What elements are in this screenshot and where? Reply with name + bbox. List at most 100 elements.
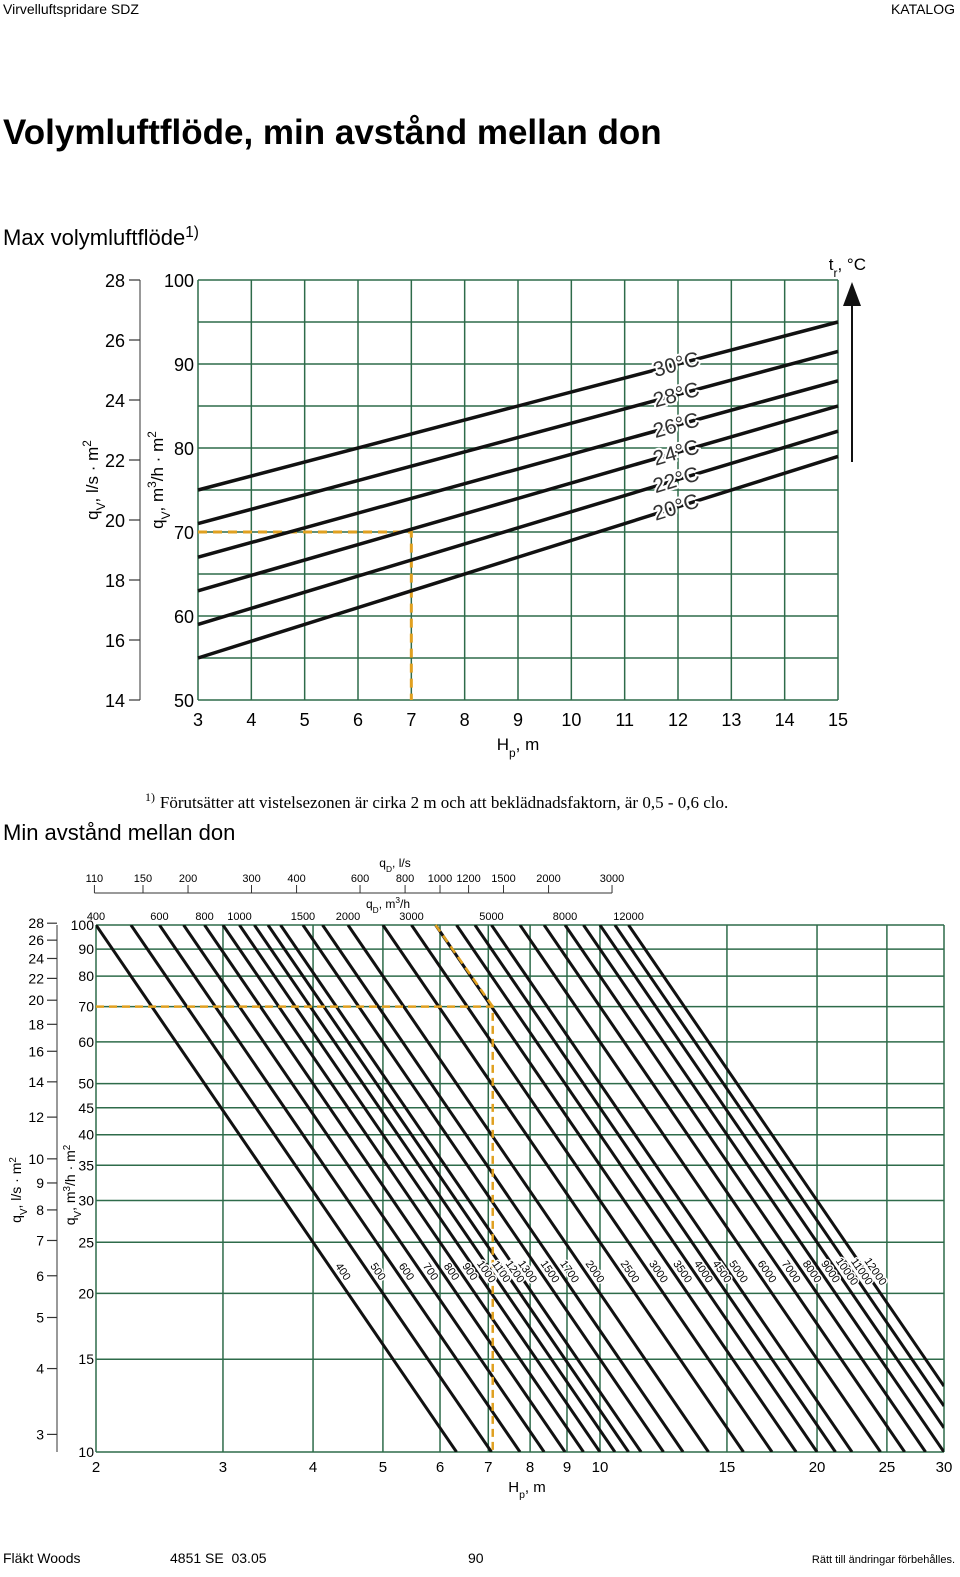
series-line <box>197 429 839 627</box>
section-heading: Min avstånd mellan don <box>3 820 235 845</box>
y-tick-label: 90 <box>174 355 194 375</box>
text-part: r <box>834 266 838 280</box>
flow-line <box>158 925 522 1452</box>
flow-line <box>182 925 546 1452</box>
y2-tick-label: 28 <box>105 271 125 291</box>
top-tick-label: 2000 <box>536 873 560 885</box>
y-tick-label: 90 <box>78 941 94 957</box>
top-axis-title: qD, l/s <box>379 856 410 874</box>
text-part: /h <box>400 897 410 911</box>
y-tick-label: 70 <box>78 999 94 1015</box>
y-tick-label: 80 <box>174 439 194 459</box>
line-label: 600 <box>396 1261 416 1283</box>
y2-tick-label: 8 <box>36 1202 44 1218</box>
text-part: V <box>73 1210 84 1217</box>
header-left: Virvelluftspridare SDZ <box>3 1 139 17</box>
text-part: 1) <box>145 790 155 804</box>
series-line <box>197 404 839 593</box>
flow-line <box>582 925 944 1452</box>
text-part: 2 <box>8 1157 19 1162</box>
y2-tick-label: 24 <box>28 950 44 966</box>
arrow-label: tr, °C <box>829 255 866 280</box>
flow-line <box>381 925 745 1452</box>
flow-line <box>253 925 617 1452</box>
y2-tick-label: 18 <box>28 1016 44 1032</box>
header-right: KATALOG <box>891 1 955 17</box>
text-part: q <box>148 519 167 528</box>
flow-line <box>266 925 630 1452</box>
text-part: 2 <box>62 1145 73 1150</box>
flow-line <box>563 925 927 1452</box>
text-part: , m <box>379 897 396 911</box>
text-part: D <box>373 905 379 915</box>
x-tick-label: 5 <box>379 1459 387 1476</box>
text-part: , m <box>62 1191 78 1210</box>
y-tick-label: 40 <box>78 1127 94 1143</box>
text-part: q <box>8 1215 24 1223</box>
x-tick-label: 15 <box>828 710 848 730</box>
x-tick-label: 13 <box>721 710 741 730</box>
x-tick-label: 14 <box>775 710 795 730</box>
flow-line <box>410 925 774 1452</box>
top-tick-label: 400 <box>287 873 305 885</box>
top-tick-label: 300 <box>242 873 260 885</box>
arrow-head <box>843 282 861 306</box>
series-line <box>197 349 839 526</box>
text-part: q <box>62 1217 78 1225</box>
y2-axis-title: qV, l/s · m2 <box>8 1157 30 1223</box>
y2-tick-label: 26 <box>28 932 44 948</box>
flow-line <box>490 925 854 1452</box>
x-tick-label: 25 <box>879 1459 896 1476</box>
x-tick-label: 6 <box>353 710 363 730</box>
text-part: Förutsätter att vistelsezonen är cirka 2… <box>160 793 728 812</box>
y-tick-label: 10 <box>78 1444 94 1460</box>
flow-line <box>542 925 906 1452</box>
y-tick-label: 100 <box>71 917 95 933</box>
page-title: Volymluftflöde, min avstånd mellan don <box>3 113 662 152</box>
y2-tick-label: 24 <box>105 391 125 411</box>
x-tick-label: 4 <box>246 710 256 730</box>
x-axis-title: Hp, m <box>508 1479 546 1501</box>
y2-tick-label: 26 <box>105 331 125 351</box>
footer-note: Rätt till ändringar förbehålles. <box>812 1554 955 1566</box>
x-tick-label: 7 <box>484 1459 492 1476</box>
footer-code: 4851 SE 03.05 <box>170 1550 267 1566</box>
y-axis-title: qV, m3/h · m2 <box>145 431 173 529</box>
text-part: , m <box>525 1479 546 1496</box>
example-path <box>434 924 494 1008</box>
text-part: , m <box>148 488 167 512</box>
example-path <box>96 1005 494 1452</box>
top-tick-label: 8000 <box>553 911 577 923</box>
flow-line <box>129 925 493 1452</box>
flow-line <box>279 925 643 1452</box>
y2-tick-label: 6 <box>36 1268 44 1284</box>
footer-company: Fläkt Woods <box>3 1550 81 1566</box>
top-tick-label: 600 <box>351 873 369 885</box>
y2-tick-label: 18 <box>105 571 125 591</box>
text-part: D <box>386 864 392 874</box>
top-tick-label: 2000 <box>336 911 360 923</box>
x-tick-label: 4 <box>309 1459 317 1476</box>
x-tick-label: 8 <box>526 1459 534 1476</box>
x-tick-label: 30 <box>936 1459 953 1476</box>
top-tick-label: 1000 <box>428 873 452 885</box>
y2-tick-label: 20 <box>105 511 125 531</box>
x-tick-label: 20 <box>809 1459 826 1476</box>
flow-line <box>96 925 458 1452</box>
section-heading: Max volymluftflöde1) <box>3 224 199 251</box>
x-tick-label: 5 <box>300 710 310 730</box>
text-part: 3 <box>395 895 400 905</box>
flow-line <box>301 925 665 1452</box>
y2-tick-label: 22 <box>28 970 44 986</box>
text-part: q <box>366 897 373 911</box>
y-tick-label: 60 <box>174 607 194 627</box>
flow-line <box>321 925 685 1452</box>
x-tick-label: 12 <box>668 710 688 730</box>
top-tick-label: 1200 <box>456 873 480 885</box>
y-axis-title: qV, m3/h · m2 <box>62 1145 84 1225</box>
series-label: 28°C <box>651 378 702 412</box>
y-tick-label: 15 <box>78 1351 94 1367</box>
y2-tick-label: 16 <box>105 631 125 651</box>
text-part: 2 <box>80 440 94 447</box>
